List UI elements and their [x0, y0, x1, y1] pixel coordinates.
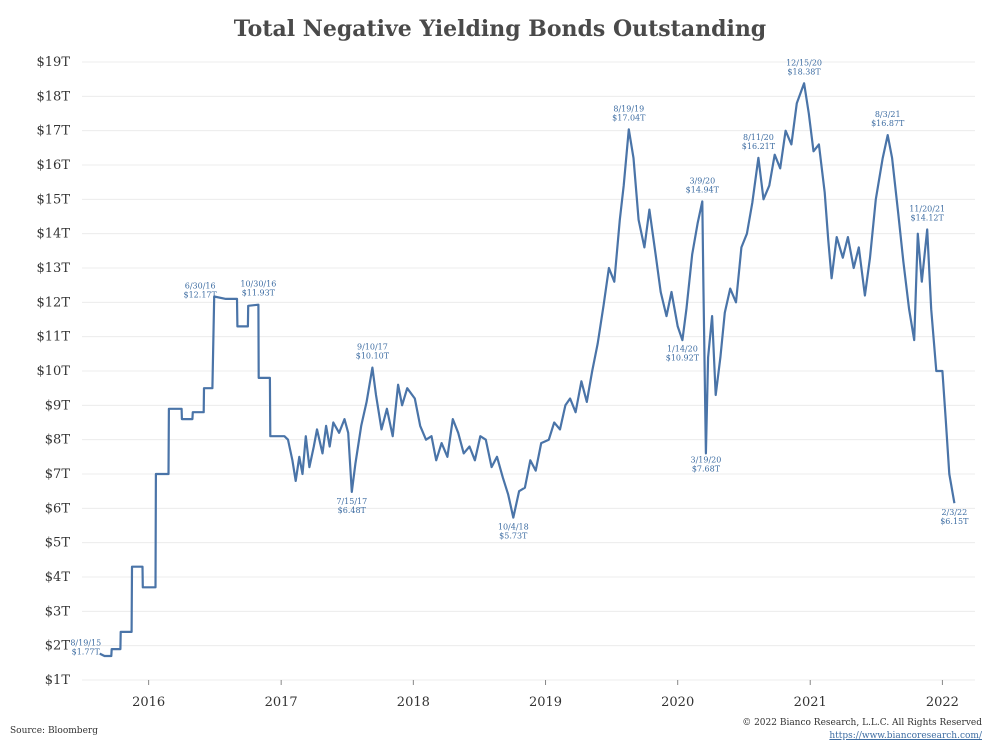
annotation-date: 10/30/16 — [240, 280, 276, 289]
annotation-date: 8/19/15 — [70, 639, 101, 648]
y-tick-label: $16T — [37, 158, 71, 173]
annotation-value: $18.38T — [787, 67, 821, 76]
annotation: 8/11/20$16.21T — [742, 133, 776, 151]
annotation-date: 12/15/20 — [786, 58, 822, 67]
annotation: 3/19/20$7.68T — [691, 456, 722, 474]
annotation: 11/20/21$14.12T — [909, 205, 945, 223]
annotation-value: $16.21T — [742, 142, 776, 151]
annotation-value: $1.77T — [72, 648, 101, 657]
annotation: 2/3/22$6.15T — [940, 508, 969, 526]
y-tick-label: $19T — [37, 55, 71, 70]
annotation: 10/30/16$11.93T — [240, 280, 276, 298]
y-tick-label: $10T — [37, 364, 71, 379]
annotation-value: $10.92T — [666, 353, 700, 362]
annotation-value: $11.93T — [242, 289, 276, 298]
annotation: 3/9/20$14.94T — [686, 176, 720, 194]
y-tick-label: $5T — [45, 536, 71, 551]
source-note: Source: Bloomberg — [10, 726, 98, 736]
annotation-value: $14.94T — [686, 185, 720, 194]
annotation-date: 3/19/20 — [691, 456, 722, 465]
website-link[interactable]: https://www.biancoresearch.com/ — [829, 731, 982, 741]
annotation-date: 10/4/18 — [498, 523, 529, 532]
y-tick-label: $4T — [45, 570, 71, 585]
annotation-value: $6.48T — [338, 506, 367, 515]
y-tick-label: $1T — [45, 673, 71, 688]
series-line — [99, 82, 956, 658]
annotation-value: $7.68T — [692, 465, 721, 474]
y-tick-label: $17T — [37, 124, 71, 139]
annotation-date: 1/14/20 — [667, 344, 698, 353]
annotation-date: 6/30/16 — [185, 281, 216, 290]
y-axis: $1T $2T $3T $4T $5T $6T $7T $8T $9T $10T $11T $12T $… — [37, 55, 71, 688]
copyright-note: © 2022 Bianco Research, L.L.C. All Right… — [742, 718, 982, 728]
annotation-date: 8/19/19 — [613, 104, 644, 113]
y-tick-label: $13T — [37, 261, 71, 276]
annotation-date: 7/15/17 — [336, 497, 367, 506]
x-tick-label: 2019 — [529, 695, 562, 710]
annotation: 8/3/21$16.87T — [871, 110, 905, 128]
annotation: 12/15/20$18.38T — [786, 58, 822, 76]
y-tick-label: $8T — [45, 433, 71, 448]
annotation-value: $12.17T — [184, 290, 218, 299]
y-tick-label: $9T — [45, 398, 71, 413]
annotation: 10/4/18$5.73T — [498, 523, 529, 541]
annotation: 8/19/19$17.04T — [612, 104, 646, 122]
y-tick-label: $12T — [37, 295, 71, 310]
x-tick-label: 2020 — [661, 695, 694, 710]
y-tick-label: $2T — [45, 639, 71, 654]
x-tick-label: 2016 — [132, 695, 165, 710]
annotation-value: $16.87T — [871, 119, 905, 128]
gridlines — [82, 61, 975, 681]
y-tick-label: $3T — [45, 604, 71, 619]
y-tick-label: $14T — [37, 227, 71, 242]
annotation-date: 9/10/17 — [357, 343, 388, 352]
annotations: 8/19/15$1.77T 6/30/16$12.17T 10/30/16$11.9… — [70, 58, 969, 656]
annotation-date: 3/9/20 — [689, 176, 715, 185]
annotation: 6/30/16$12.17T — [184, 281, 218, 299]
y-tick-label: $6T — [45, 501, 71, 516]
annotation-value: $17.04T — [612, 113, 646, 122]
x-axis: 2016 2017 2018 2019 2020 2021 2022 — [132, 680, 959, 710]
annotation-value: $10.10T — [356, 352, 390, 361]
x-tick-label: 2018 — [397, 695, 430, 710]
y-tick-label: $7T — [45, 467, 71, 482]
y-tick-label: $15T — [37, 192, 71, 207]
annotation: 7/15/17$6.48T — [336, 497, 367, 515]
annotation-date: 8/11/20 — [743, 133, 774, 142]
annotation-value: $5.73T — [499, 532, 528, 541]
annotation: 9/10/17$10.10T — [356, 343, 390, 361]
chart-title: Total Negative Yielding Bonds Outstandin… — [233, 16, 767, 42]
annotation: 8/19/15$1.77T — [70, 639, 101, 657]
annotation-date: 2/3/22 — [941, 508, 967, 517]
annotation-value: $6.15T — [940, 517, 969, 526]
y-tick-label: $18T — [37, 89, 71, 104]
annotation-value: $14.12T — [911, 214, 945, 223]
x-tick-label: 2017 — [265, 695, 298, 710]
x-tick-label: 2022 — [926, 695, 959, 710]
annotation-date: 8/3/21 — [875, 110, 901, 119]
annotation: 1/14/20$10.92T — [666, 344, 700, 362]
x-tick-label: 2021 — [794, 695, 827, 710]
y-tick-label: $11T — [37, 330, 71, 345]
annotation-date: 11/20/21 — [909, 205, 945, 214]
